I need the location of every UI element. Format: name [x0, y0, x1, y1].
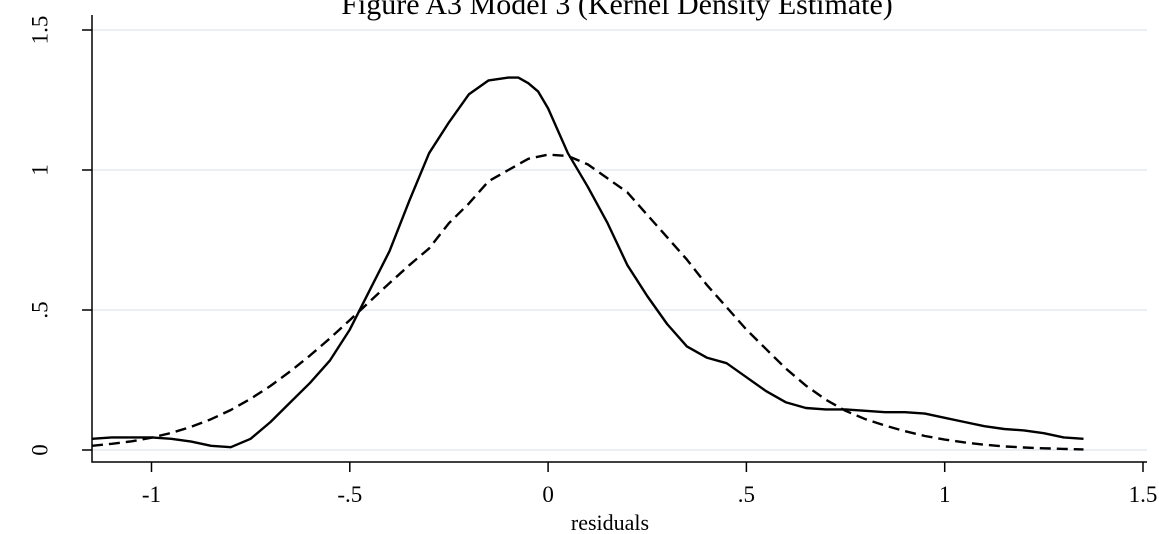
- x-tick-label-0: -1: [142, 482, 161, 507]
- series-line-dashed: [91, 153, 1084, 451]
- tick-marks: [82, 29, 1144, 472]
- y-tick-label-0: 0: [28, 444, 53, 456]
- x-tick-labels: -1 -.5 0 .5 1 1.5: [142, 482, 1157, 507]
- x-tick-label-3: .5: [738, 482, 755, 507]
- x-tick-label-5: 1.5: [1129, 482, 1158, 507]
- y-tick-label-2: 1: [28, 164, 53, 176]
- grid-lines: [92, 29, 1147, 451]
- x-tick-label-4: 1: [939, 482, 951, 507]
- y-tick-label-3: 1.5: [28, 16, 53, 45]
- series-lines: [91, 76, 1084, 451]
- y-tick-labels: 0 .5 1 1.5: [28, 16, 53, 456]
- x-axis-label: residuals: [571, 510, 649, 534]
- x-tick-label-2: 0: [542, 482, 554, 507]
- x-tick-label-1: -.5: [337, 482, 362, 507]
- y-tick-label-1: .5: [28, 301, 53, 318]
- chart-title: Figure A3 Model 3 (Kernel Density Estima…: [341, 0, 893, 21]
- axes: [91, 15, 1147, 463]
- series-line-solid: [91, 76, 1084, 449]
